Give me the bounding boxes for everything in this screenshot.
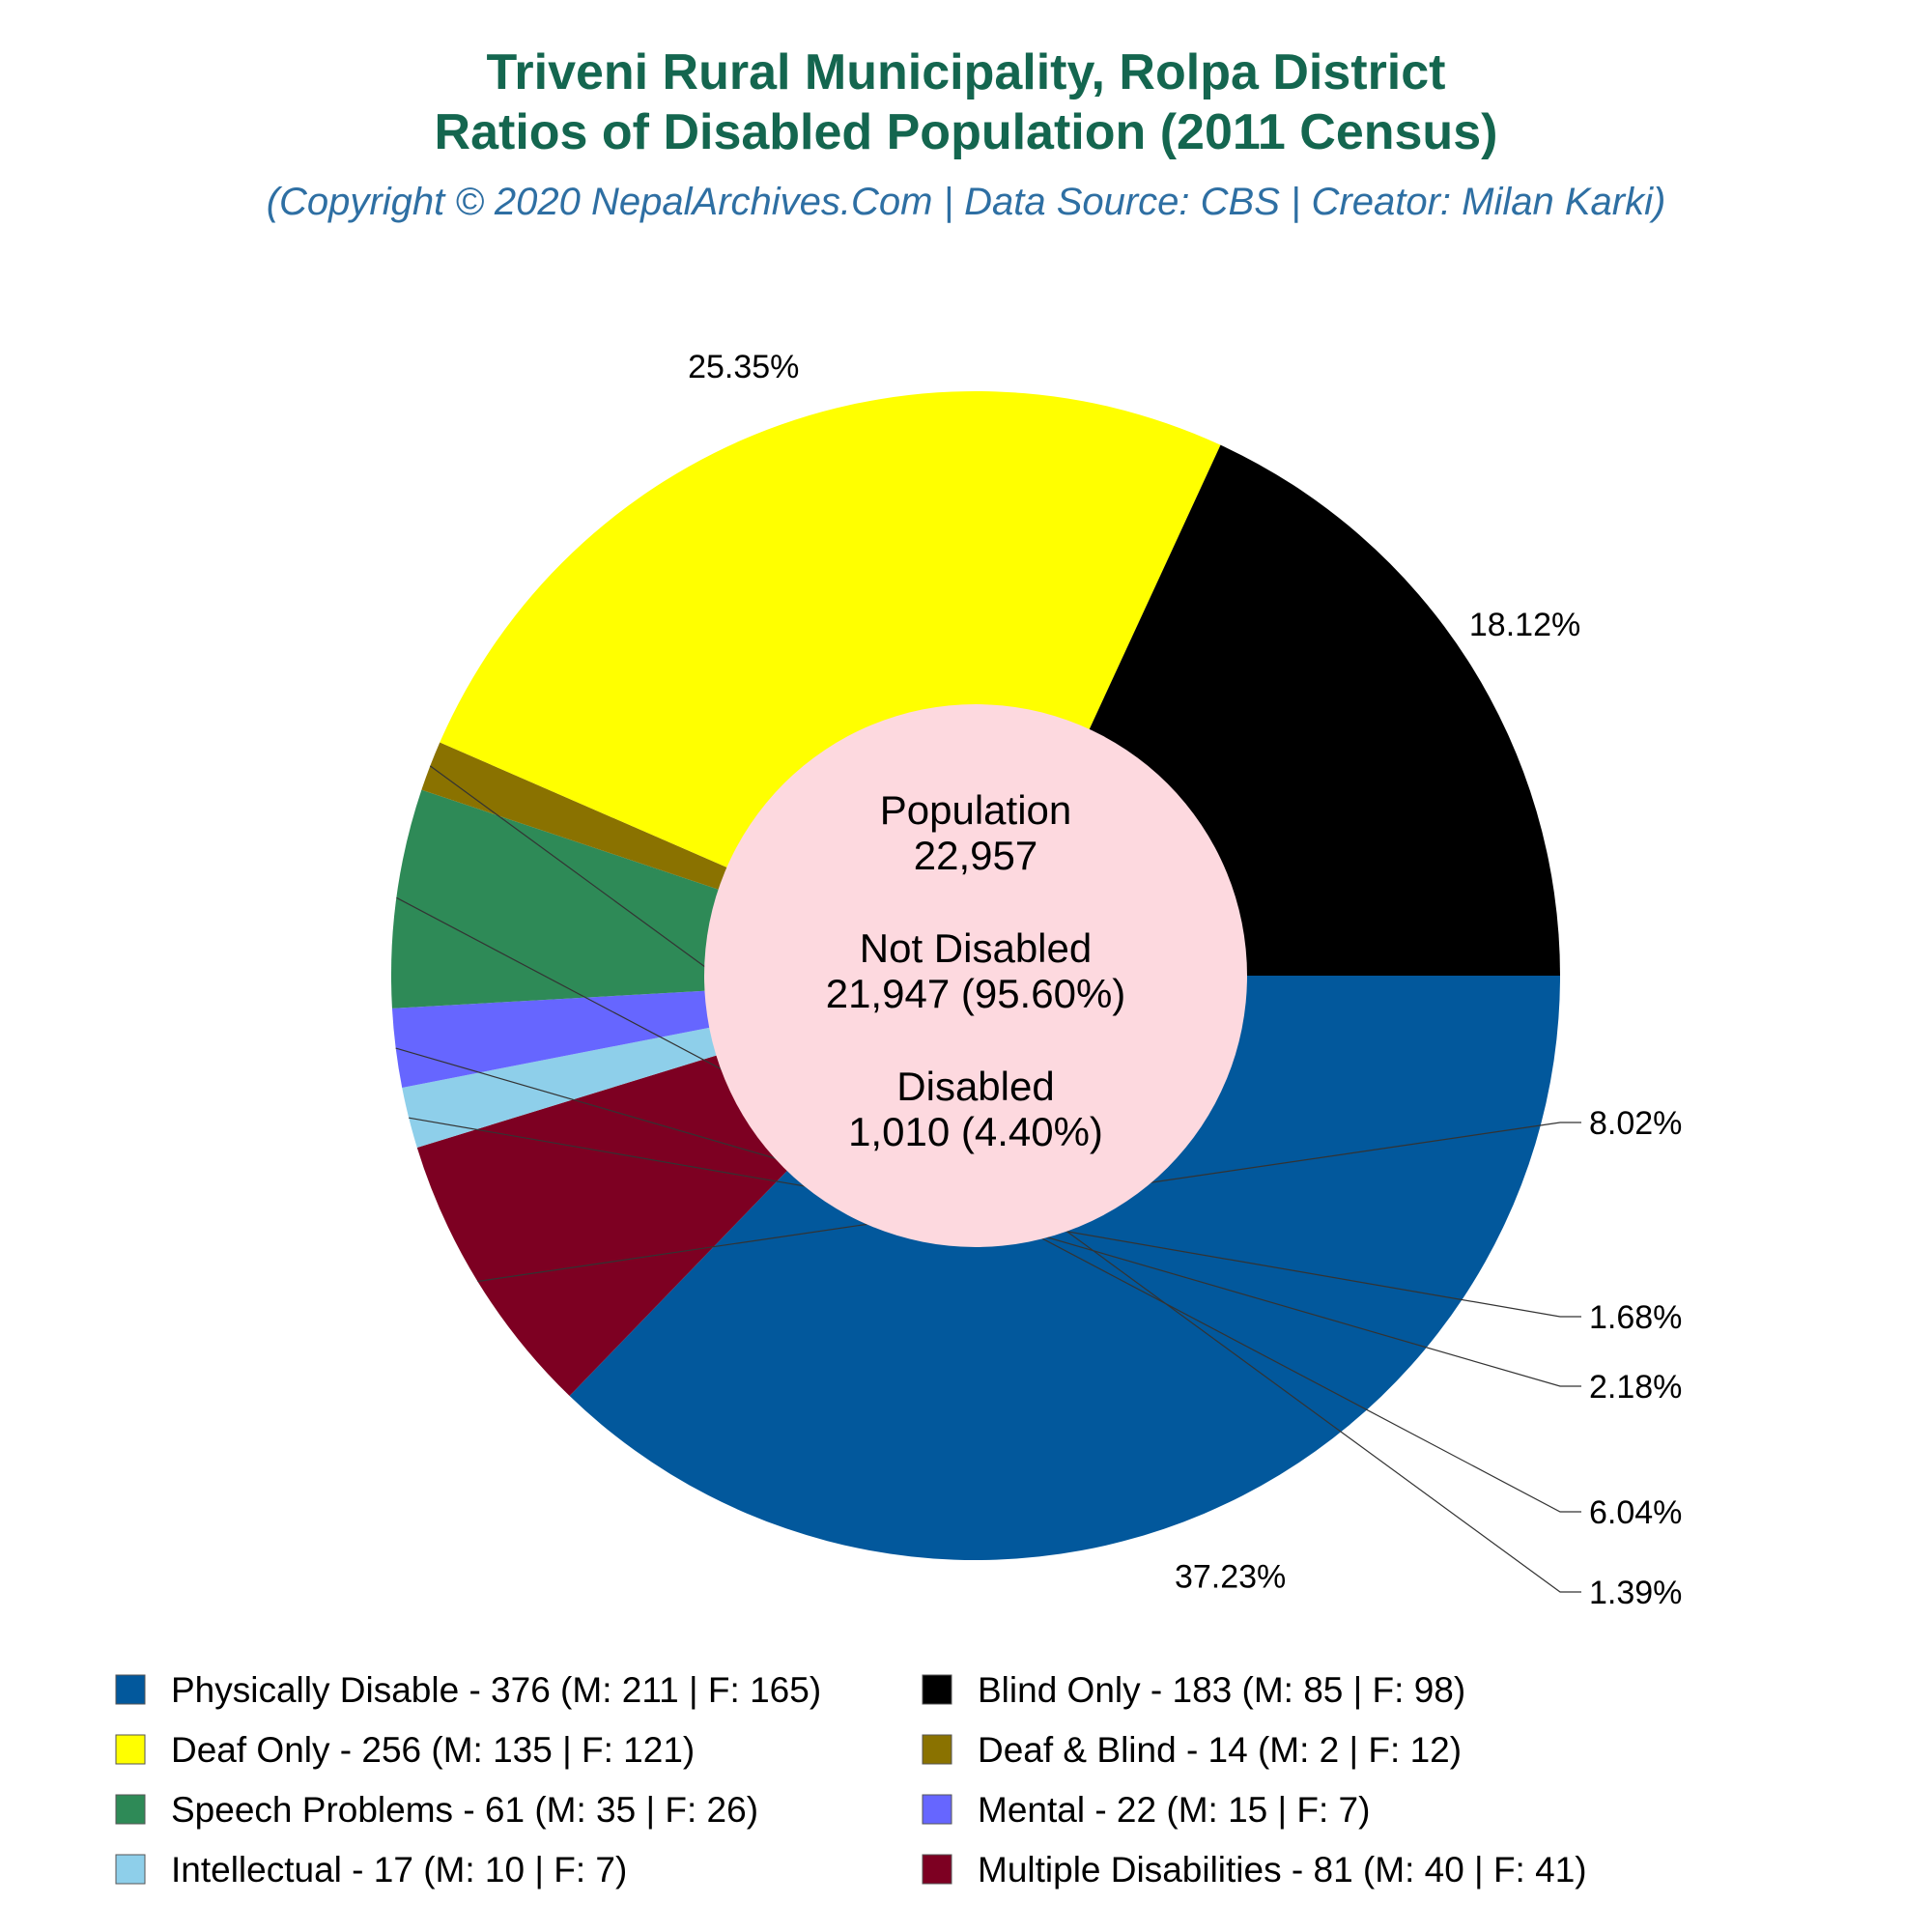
legend-swatch [922,1794,952,1825]
pct-label-deaf-blind: 1.39% [1589,1575,1682,1611]
legend-label: Physically Disable - 376 (M: 211 | F: 16… [171,1670,821,1710]
legend: Physically Disable - 376 (M: 211 | F: 16… [115,1670,1587,1889]
pct-label-multiple-disabilities: 8.02% [1589,1105,1682,1142]
pct-label-mental: 2.18% [1589,1369,1682,1406]
chart-title: Triveni Rural Municipality, Rolpa Distri… [486,44,1445,100]
legend-swatch [922,1734,952,1765]
legend-label: Deaf Only - 256 (M: 135 | F: 121) [171,1730,695,1770]
leader-line-intellectual [409,1117,1581,1318]
pct-label-speech-problems: 6.04% [1589,1494,1682,1531]
pct-label-physically-disable: 37.23% [1175,1558,1286,1595]
center-not-disabled-value: 21,947 (95.60%) [826,971,1126,1016]
legend-item-physically-disable: Physically Disable - 376 (M: 211 | F: 16… [115,1670,821,1710]
chart-credit: (Copyright © 2020 NepalArchives.Com | Da… [267,181,1666,223]
legend-item-deaf-blind: Deaf & Blind - 14 (M: 2 | F: 12) [922,1730,1462,1770]
pct-label-deaf-only: 25.35% [688,349,799,385]
legend-label: Deaf & Blind - 14 (M: 2 | F: 12) [978,1730,1462,1770]
legend-item-mental: Mental - 22 (M: 15 | F: 7) [922,1790,1370,1830]
legend-item-multiple-disabilities: Multiple Disabilities - 81 (M: 40 | F: 4… [922,1850,1587,1889]
legend-item-intellectual: Intellectual - 17 (M: 10 | F: 7) [115,1850,627,1889]
pie-slice-physically-disable [569,976,1560,1560]
legend-label: Mental - 22 (M: 15 | F: 7) [978,1790,1370,1830]
pct-label-blind-only: 18.12% [1469,607,1580,643]
legend-label: Blind Only - 183 (M: 85 | F: 98) [978,1670,1465,1710]
legend-item-blind-only: Blind Only - 183 (M: 85 | F: 98) [922,1670,1465,1710]
center-circle [704,704,1247,1247]
legend-swatch [115,1854,146,1885]
legend-swatch [922,1854,952,1885]
pct-labels: 37.23% 8.02% 1.68% 2.18% 6.04% 1.39% 25.35% 18.… [688,349,1682,1611]
leader-line-multiple-disabilities [477,1122,1581,1283]
center-population-label: Population [880,787,1072,833]
center-disabled-label: Disabled [896,1064,1054,1109]
legend-item-speech-problems: Speech Problems - 61 (M: 35 | F: 26) [115,1790,758,1830]
center-population-value: 22,957 [914,833,1037,878]
pct-label-intellectual: 1.68% [1589,1299,1682,1336]
center-disabled-value: 1,010 (4.40%) [848,1109,1103,1154]
legend-label: Intellectual - 17 (M: 10 | F: 7) [171,1850,627,1889]
legend-swatch [115,1674,146,1705]
legend-label: Multiple Disabilities - 81 (M: 40 | F: 4… [978,1850,1587,1889]
legend-swatch [115,1794,146,1825]
legend-item-deaf-only: Deaf Only - 256 (M: 135 | F: 121) [115,1730,695,1770]
legend-swatch [922,1674,952,1705]
legend-swatch [115,1734,146,1765]
center-not-disabled-label: Not Disabled [860,925,1092,971]
chart-subtitle: Ratios of Disabled Population (2011 Cens… [435,104,1498,160]
legend-label: Speech Problems - 61 (M: 35 | F: 26) [171,1790,758,1830]
